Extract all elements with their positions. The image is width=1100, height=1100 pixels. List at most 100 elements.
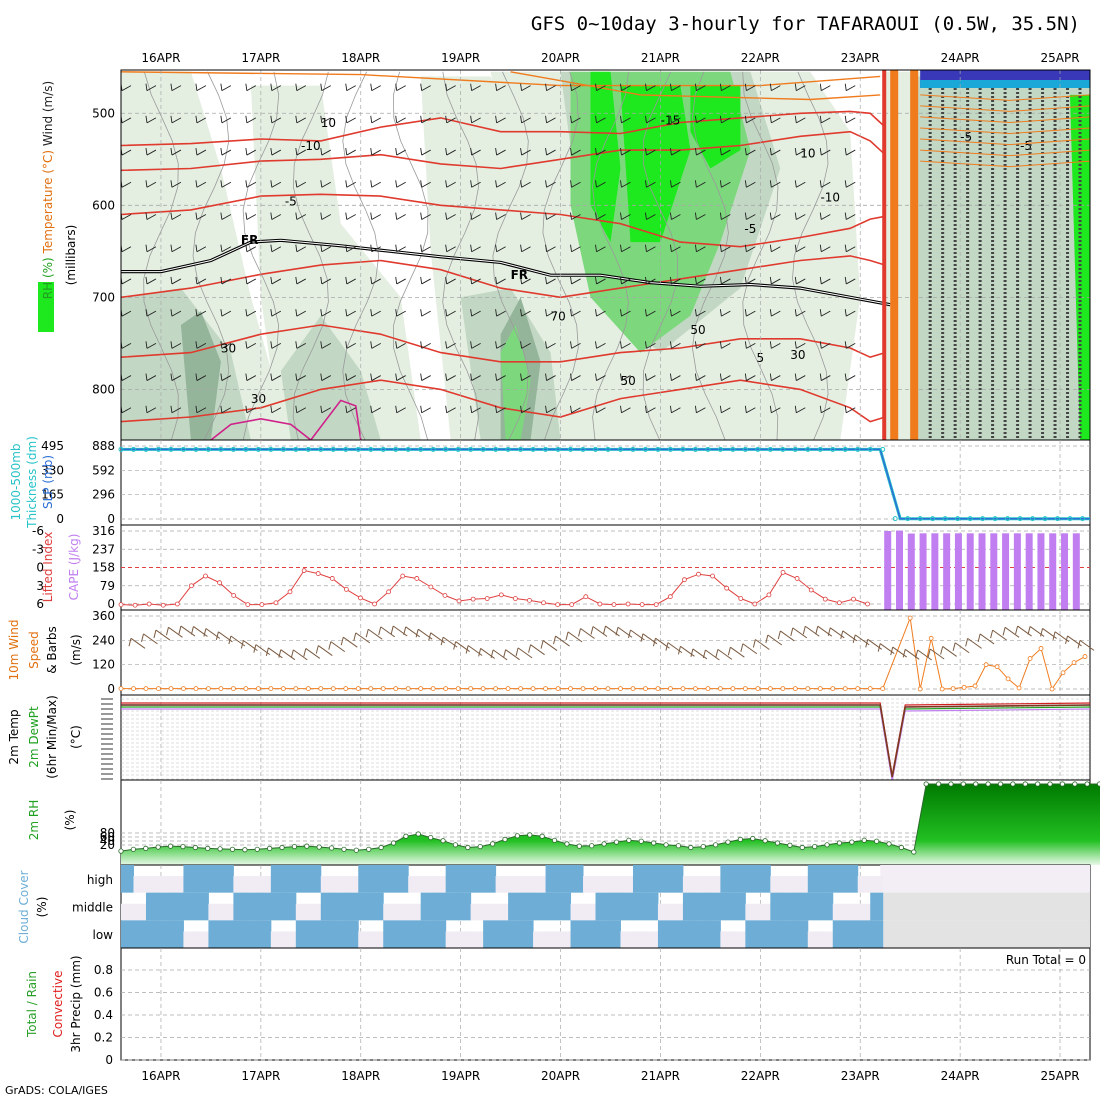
- wind-barb-flag: [295, 373, 298, 381]
- wind-barb-flag: [395, 244, 398, 252]
- wind10m-barb-flag: [265, 647, 269, 656]
- wind-barb: [371, 117, 381, 124]
- wind-barb-flag: [495, 276, 498, 284]
- thickness-tick: 165: [41, 488, 64, 502]
- wind10m-barb: [580, 628, 595, 639]
- wind-speed-marker: [792, 686, 798, 691]
- wind10m-barb: [505, 649, 520, 661]
- cape-bar: [1025, 533, 1033, 610]
- wind-barb: [296, 375, 307, 381]
- wind-barb-flag: [445, 148, 448, 156]
- wind-barb-flag: [645, 405, 647, 413]
- li-marker: [710, 573, 715, 579]
- wind-barb-flag: [769, 148, 772, 156]
- li-marker: [174, 601, 180, 607]
- rh2m-marker: [254, 846, 260, 852]
- rh2m-marker: [217, 846, 223, 852]
- wind-barb-flag: [719, 148, 722, 156]
- wind-barb: [646, 117, 656, 124]
- wind-barb-flag: [370, 341, 373, 349]
- wind10m-barb-flag: [677, 646, 681, 655]
- wind-barb-flag: [844, 276, 847, 284]
- wind-barb-flag: [195, 405, 198, 413]
- cloud-cell: [320, 876, 334, 893]
- wind-barb: [496, 85, 506, 92]
- cloud-cell: [283, 892, 297, 921]
- rh-contour-label: 30: [221, 342, 236, 356]
- wind-barb: [646, 214, 656, 220]
- temp-contour-label: -10: [301, 139, 321, 153]
- cloud-cell: [520, 876, 534, 893]
- wind-barb: [721, 181, 731, 188]
- wind-speed-marker: [994, 664, 1000, 670]
- cloud-cell: [358, 931, 372, 948]
- wind-barb: [246, 149, 257, 156]
- rh2m-marker: [564, 841, 570, 847]
- wind-barb: [421, 214, 431, 220]
- rh2m-marker: [737, 836, 743, 843]
- wind-barb: [471, 149, 481, 156]
- wind-barb: [671, 149, 681, 156]
- wind-barb: [596, 246, 606, 253]
- cape-bar: [978, 533, 986, 610]
- wind-barb-flag: [370, 244, 373, 252]
- wind10m-barb-flag: [190, 626, 194, 635]
- wind10m-barb: [904, 648, 920, 660]
- wind-barb: [821, 214, 831, 220]
- wind-barb-flag: [195, 373, 198, 381]
- wind10m-barb-flag: [690, 648, 694, 658]
- wind-barb-flag: [170, 148, 173, 156]
- rh2m-marker: [353, 847, 359, 853]
- wind-barb: [571, 375, 581, 381]
- wind10m-barb-flag: [365, 629, 369, 638]
- cloud-gray-fill: [880, 865, 1090, 893]
- pressure-axis-label: (millibars): [64, 225, 78, 286]
- wind-barb: [271, 375, 282, 381]
- slp-marker: [580, 446, 586, 452]
- wind-barb-flag: [470, 148, 473, 156]
- wind-barb: [721, 214, 731, 220]
- wind-barb: [521, 214, 531, 220]
- cape-bar: [1049, 533, 1057, 610]
- wind-barb-flag: [545, 373, 547, 381]
- wind-barb-flag: [345, 180, 348, 188]
- wind-speed-marker: [243, 686, 249, 691]
- wind-barb: [646, 375, 656, 381]
- cloud-cell: [245, 892, 259, 921]
- slp-marker: [555, 446, 561, 452]
- wind-barb: [196, 149, 207, 156]
- li-marker: [752, 601, 758, 607]
- wind-barb: [196, 375, 207, 381]
- wind-barb: [521, 149, 531, 156]
- rh2m-marker: [205, 845, 211, 852]
- orange-contour: [920, 105, 1090, 112]
- wind-barb: [221, 246, 232, 253]
- rh2m-marker: [948, 781, 954, 787]
- wind-barb-flag: [819, 373, 822, 381]
- rh2m-marker: [725, 839, 731, 845]
- wind-barb: [496, 246, 506, 253]
- rh2m-marker: [1059, 781, 1066, 787]
- wind10m-barb: [480, 648, 495, 659]
- wind10m-barb: [917, 649, 932, 661]
- slp-tick: 592: [92, 463, 115, 477]
- li-marker: [583, 594, 589, 600]
- cape-bar: [966, 533, 974, 610]
- wind-speed-marker: [230, 686, 236, 691]
- wind-barb-flag: [645, 309, 647, 317]
- wind-barb-flag: [320, 180, 323, 188]
- wind-barb-flag: [170, 276, 173, 284]
- wind-barb: [396, 181, 406, 188]
- cape-bar: [990, 533, 998, 610]
- wind10m-barb-flag: [815, 626, 819, 635]
- li-marker: [808, 587, 814, 593]
- rh2m-marker: [712, 842, 719, 848]
- wind10m-barb-flag: [627, 629, 631, 639]
- cloud-cell: [832, 903, 846, 921]
- wind-barb: [671, 214, 681, 220]
- wind-barb-flag: [470, 115, 473, 123]
- wind-barb-flag: [420, 244, 423, 252]
- slp-marker: [255, 446, 261, 452]
- wind-barb: [446, 149, 456, 156]
- slp-panel-frame: [120, 439, 1091, 526]
